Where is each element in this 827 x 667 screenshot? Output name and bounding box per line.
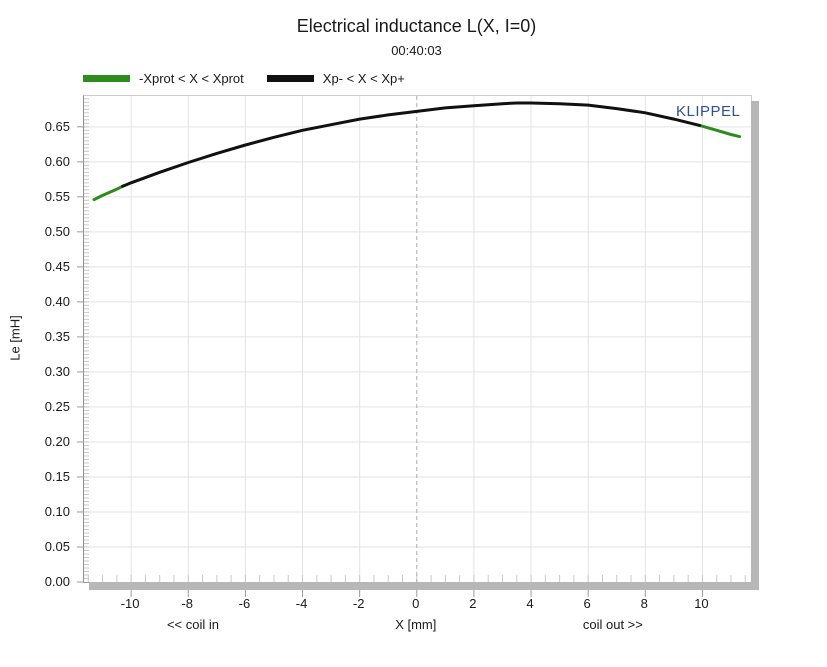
plot-shadow-bottom <box>89 582 759 590</box>
y-tick-label: 0.05 <box>44 538 70 554</box>
chart-subtitle: 00:40:03 <box>391 43 442 58</box>
chart-legend: -Xprot < X < Xprot Xp- < X < Xp+ <box>83 71 405 86</box>
x-tick-label: -2 <box>352 596 365 611</box>
x-tick-label: -4 <box>295 596 308 611</box>
legend-item-xprot: -Xprot < X < Xprot <box>83 71 244 86</box>
x-axis-label-units: X [mm] <box>395 617 437 632</box>
plot-shadow-right <box>751 101 759 590</box>
x-tick-label: 4 <box>526 596 534 611</box>
minor-ticks <box>84 98 746 582</box>
x-axis-label-coil-in: << coil in <box>166 617 219 632</box>
legend-item-xp: Xp- < X < Xp+ <box>266 71 405 86</box>
x-tick-label: 6 <box>583 596 591 611</box>
y-tick-label: 0.30 <box>44 363 70 379</box>
y-tick-label: 0.55 <box>44 188 70 204</box>
legend-swatch-green <box>83 75 130 82</box>
x-tick-label: 10 <box>694 596 709 611</box>
legend-swatch-black <box>266 75 314 82</box>
y-tick-label: 0.40 <box>44 293 70 309</box>
h-gridlines <box>84 126 751 548</box>
y-tick-label: 0.25 <box>44 398 70 414</box>
plot-area <box>77 95 752 597</box>
y-tick-label: 0.50 <box>44 223 70 239</box>
chart-title: Electrical inductance L(X, I=0) <box>296 16 537 36</box>
x-tick-label: 0 <box>412 596 420 611</box>
klippel-watermark: KLIPPEL <box>676 103 741 120</box>
y-tick-label: 0.00 <box>44 574 70 589</box>
legend-label-xprot: -Xprot < X < Xprot <box>139 71 244 86</box>
curve-series-0 <box>92 123 742 202</box>
y-tick-label: 0.10 <box>44 503 70 519</box>
v-gridlines <box>130 96 703 582</box>
y-tick-label: 0.60 <box>44 153 70 169</box>
x-tick-label: -6 <box>238 596 251 611</box>
y-tick-label: 0.35 <box>44 328 70 344</box>
x-tick-label: 2 <box>469 596 477 611</box>
y-tick-label: 0.65 <box>44 118 70 134</box>
legend-label-xp: Xp- < X < Xp+ <box>322 71 405 86</box>
y-tick-label: 0.15 <box>44 468 70 484</box>
x-tick-label: -10 <box>120 596 140 611</box>
x-tick-label: -8 <box>181 596 194 611</box>
x-tick-label: 8 <box>640 596 648 611</box>
curve-series-1 <box>121 101 702 188</box>
y-axis-title: Le [mH] <box>7 315 23 361</box>
y-tick-label: 0.20 <box>44 433 70 449</box>
x-axis-label-coil-out: coil out >> <box>582 617 643 632</box>
y-tick-label: 0.45 <box>44 258 70 274</box>
plot-svg <box>77 96 751 597</box>
